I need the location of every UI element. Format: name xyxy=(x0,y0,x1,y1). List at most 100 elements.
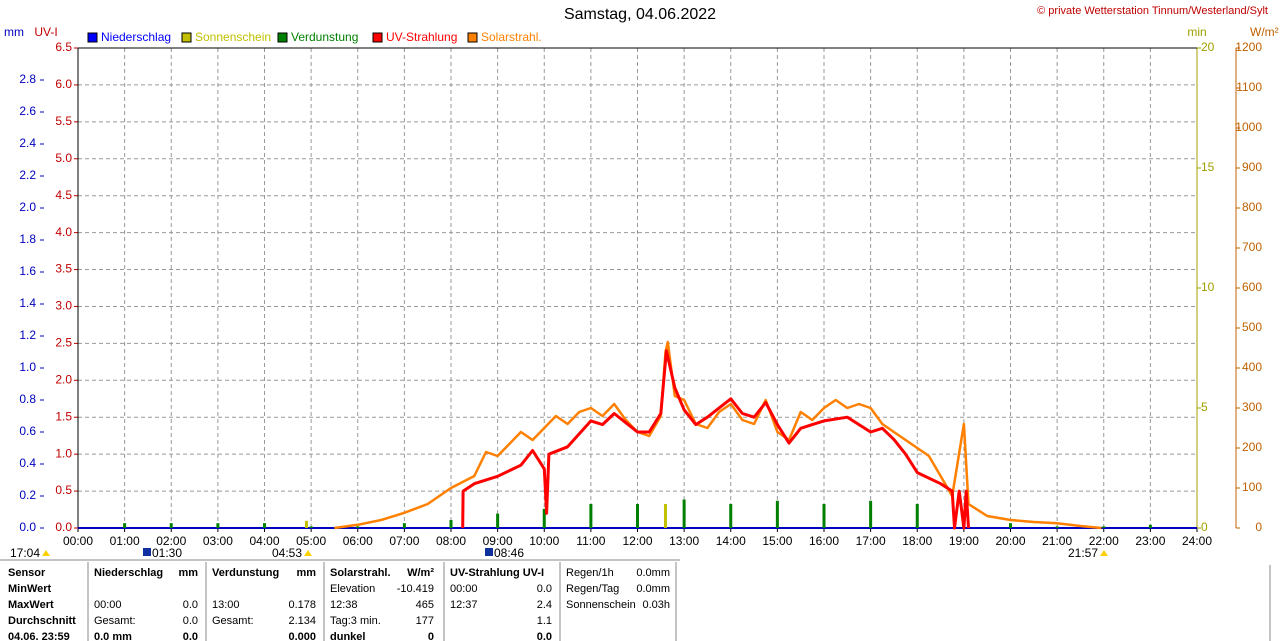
table-cell: 0.0mm xyxy=(636,567,670,579)
table-cell: Niederschlag xyxy=(94,567,163,579)
time-marker: 17:04 xyxy=(10,546,40,560)
y-tick-label: 2.2 xyxy=(19,168,36,182)
y-tick-label: 1.0 xyxy=(19,360,36,374)
x-tick-label: 09:00 xyxy=(483,534,513,548)
x-tick-label: 04:00 xyxy=(249,534,279,548)
bar xyxy=(775,500,779,528)
y-tick-label: 0.2 xyxy=(19,488,36,502)
time-marker: 21:57 xyxy=(1068,546,1098,560)
table-cell: 1.1 xyxy=(537,615,552,627)
y-tick-label: 5.0 xyxy=(55,151,72,165)
y-tick-label: 0.0 xyxy=(19,520,36,534)
marker-icon xyxy=(143,548,151,556)
y-tick-label: 10 xyxy=(1201,280,1215,294)
x-tick-label: 03:00 xyxy=(203,534,233,548)
table-cell: Regen/Tag xyxy=(566,583,619,595)
y-tick-label: 2.0 xyxy=(19,200,36,214)
y-tick-label: 0.8 xyxy=(19,392,36,406)
bar xyxy=(1055,526,1059,528)
y-tick-label: 3.5 xyxy=(55,262,72,276)
y-tick-label: 800 xyxy=(1242,200,1262,214)
y-tick-label: 2.6 xyxy=(19,104,36,118)
table-cell: Durchschnitt xyxy=(8,615,76,627)
y-tick-label: 1.0 xyxy=(55,446,72,460)
y-tick-label: 100 xyxy=(1242,480,1262,494)
x-tick-label: 01:00 xyxy=(110,534,140,548)
bar xyxy=(542,508,546,528)
bar xyxy=(915,504,919,528)
y-tick-label: 1.4 xyxy=(19,296,36,310)
x-tick-label: 08:00 xyxy=(436,534,466,548)
x-tick-label: 00:00 xyxy=(63,534,93,548)
bar xyxy=(123,523,127,528)
table-cell: Sensor xyxy=(8,567,46,579)
marker-icon xyxy=(485,548,493,556)
bar xyxy=(589,504,593,528)
bar xyxy=(496,513,500,528)
table-cell: 12:38 xyxy=(330,599,358,611)
copyright: © private Wetterstation Tinnum/Westerlan… xyxy=(1037,5,1268,17)
bar xyxy=(636,504,639,528)
legend-label: Verdunstung xyxy=(291,30,358,44)
table-cell: 04.06. 23:59 xyxy=(8,631,70,641)
x-tick-label: 21:00 xyxy=(1042,534,1072,548)
legend-swatch xyxy=(372,32,383,43)
table-cell: 0.0 mm xyxy=(94,631,132,641)
y-tick-label: 1.8 xyxy=(19,232,36,246)
x-tick-label: 16:00 xyxy=(809,534,839,548)
legend-swatch xyxy=(467,32,478,43)
y-tick-label: 1.5 xyxy=(55,409,72,423)
x-tick-label: 22:00 xyxy=(1089,534,1119,548)
bar xyxy=(169,523,173,528)
line xyxy=(334,340,1102,530)
y-tick-label: 20 xyxy=(1201,40,1215,54)
table-cell: MaxWert xyxy=(8,599,54,611)
bar xyxy=(356,526,360,528)
y-tick-label: 2.0 xyxy=(55,372,72,386)
legend-label: Sonnenschein xyxy=(195,30,271,44)
table-cell: 0.000 xyxy=(288,631,316,641)
bar xyxy=(682,499,686,528)
table-cell: 0.178 xyxy=(288,599,316,611)
y-tick-label: 700 xyxy=(1242,240,1262,254)
legend-label: Niederschlag xyxy=(101,30,171,44)
legend-label: Solarstrahl. xyxy=(481,30,542,44)
y-tick-label: 2.8 xyxy=(19,72,36,86)
axis-unit: UV-I xyxy=(34,25,57,39)
axis-unit: mm xyxy=(4,25,24,39)
legend-swatch xyxy=(87,32,98,43)
bar xyxy=(1009,523,1012,528)
legend-swatch xyxy=(181,32,192,43)
y-tick-label: 4.5 xyxy=(55,188,72,202)
table-cell: 177 xyxy=(416,615,434,627)
table-cell: dunkel xyxy=(330,631,365,641)
table-cell: Gesamt: xyxy=(94,615,136,627)
x-tick-label: 17:00 xyxy=(856,534,886,548)
table-cell: 0.0 xyxy=(183,599,198,611)
table-cell: Verdunstung xyxy=(212,567,279,579)
marker-icon xyxy=(1100,550,1108,556)
x-tick-label: 20:00 xyxy=(995,534,1025,548)
y-tick-label: 0.4 xyxy=(19,456,36,470)
table-cell: -10.419 xyxy=(397,583,434,595)
table-cell: Gesamt: xyxy=(212,615,254,627)
table-cell: 2.134 xyxy=(288,615,316,627)
y-tick-label: 900 xyxy=(1242,160,1262,174)
line xyxy=(461,349,970,530)
table-cell: Tag:3 min. xyxy=(330,615,381,627)
bar xyxy=(449,520,453,528)
table-cell: mm xyxy=(178,567,198,579)
x-tick-label: 06:00 xyxy=(343,534,373,548)
table-cell: 465 xyxy=(416,599,434,611)
x-tick-label: 18:00 xyxy=(902,534,932,548)
table-cell: 13:00 xyxy=(212,599,240,611)
x-tick-label: 23:00 xyxy=(1135,534,1165,548)
bar xyxy=(402,523,406,528)
y-tick-label: 6.5 xyxy=(55,40,72,54)
axis-unit: W/m² xyxy=(1250,25,1279,39)
table-cell: 0.0 xyxy=(183,631,198,641)
y-tick-label: 5 xyxy=(1201,400,1208,414)
y-tick-label: 4.0 xyxy=(55,225,72,239)
bar xyxy=(822,504,826,528)
